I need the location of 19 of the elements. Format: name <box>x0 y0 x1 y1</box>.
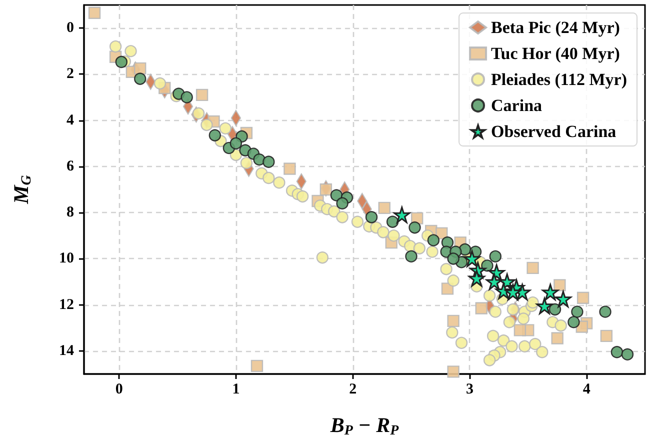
x-tick-label: 1 <box>232 382 240 398</box>
y-axis-title: MG <box>9 175 34 205</box>
y-tick-label: 0 <box>66 20 74 36</box>
y-tick-label: 6 <box>66 158 74 174</box>
legend-label: Carina <box>491 96 543 115</box>
x-tick-label: 3 <box>466 382 474 398</box>
y-tick-label: 14 <box>59 342 74 359</box>
y-tick-label: 2 <box>66 66 74 82</box>
legend-label: Pleiades (112 Myr) <box>491 70 627 89</box>
legend-label: Tuc Hor (40 Myr) <box>491 44 620 63</box>
x-tick-label: 4 <box>582 382 591 398</box>
legend-label: Observed Carina <box>491 122 617 141</box>
y-tick-label: 10 <box>59 250 74 267</box>
x-tick-label: 0 <box>115 382 123 398</box>
x-tick-label: 2 <box>349 382 357 398</box>
y-tick-label: 12 <box>59 296 74 313</box>
y-tick-label: 4 <box>66 112 74 128</box>
legend-label: Beta Pic (24 Myr) <box>491 18 620 37</box>
y-tick-label: 8 <box>66 204 74 221</box>
